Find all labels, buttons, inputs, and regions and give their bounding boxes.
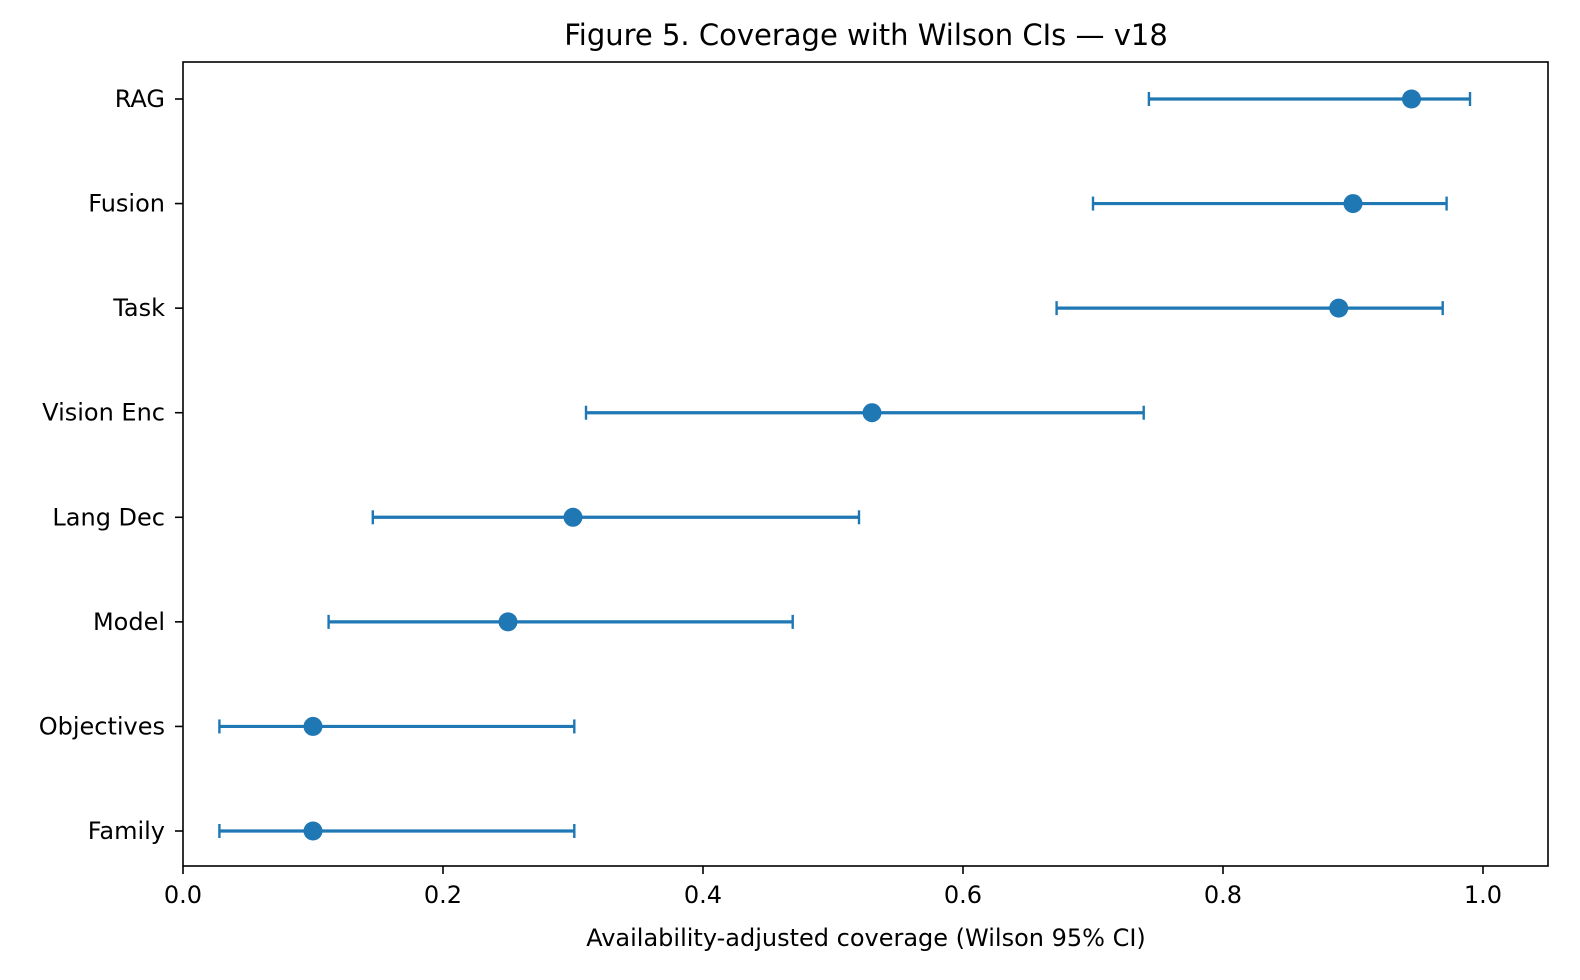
y-tick-label-vision-enc: Vision Enc [42, 399, 165, 427]
series-row-lang-dec [371, 507, 861, 527]
plot-frame [182, 61, 1549, 867]
point-lang-dec [563, 507, 583, 527]
point-vision-enc [862, 403, 882, 423]
chart-title: Figure 5. Coverage with Wilson CIs — v18 [564, 18, 1168, 52]
point-task [1329, 298, 1349, 318]
x-tick-label: 1.0 [1464, 881, 1502, 909]
point-fusion [1343, 194, 1363, 214]
y-axis: RAG Fusion Task Vision Enc Lang Dec Model Obje… [39, 85, 183, 845]
y-tick-label-model: Model [93, 608, 165, 636]
series-row-rag [1147, 89, 1472, 109]
x-axis: 0.0 0.2 0.4 0.6 0.8 1.0 [164, 866, 1502, 909]
series-row-model [327, 612, 794, 632]
series-row-fusion [1091, 194, 1448, 214]
y-tick-label-fusion: Fusion [88, 190, 165, 218]
x-axis-label: Availability-adjusted coverage (Wilson 9… [586, 924, 1146, 952]
point-family [303, 821, 323, 841]
y-tick-label-objectives: Objectives [39, 712, 165, 740]
x-tick-label: 0.8 [1204, 881, 1242, 909]
series-row-objectives [218, 716, 576, 736]
x-tick-label: 0.0 [164, 881, 202, 909]
y-tick-label-family: Family [88, 817, 165, 845]
series-row-family [218, 821, 576, 841]
y-tick-label-lang-dec: Lang Dec [52, 503, 165, 531]
series-row-task [1055, 298, 1444, 318]
series-row-vision-enc [584, 403, 1145, 423]
point-model [498, 612, 518, 632]
x-tick-label: 0.2 [424, 881, 462, 909]
x-tick-label: 0.6 [944, 881, 982, 909]
y-tick-label-rag: RAG [115, 85, 165, 113]
x-tick-label: 0.4 [684, 881, 722, 909]
plot-marks [218, 89, 1472, 841]
point-rag [1402, 89, 1421, 109]
y-tick-label-task: Task [112, 294, 165, 322]
point-objectives [303, 716, 323, 736]
